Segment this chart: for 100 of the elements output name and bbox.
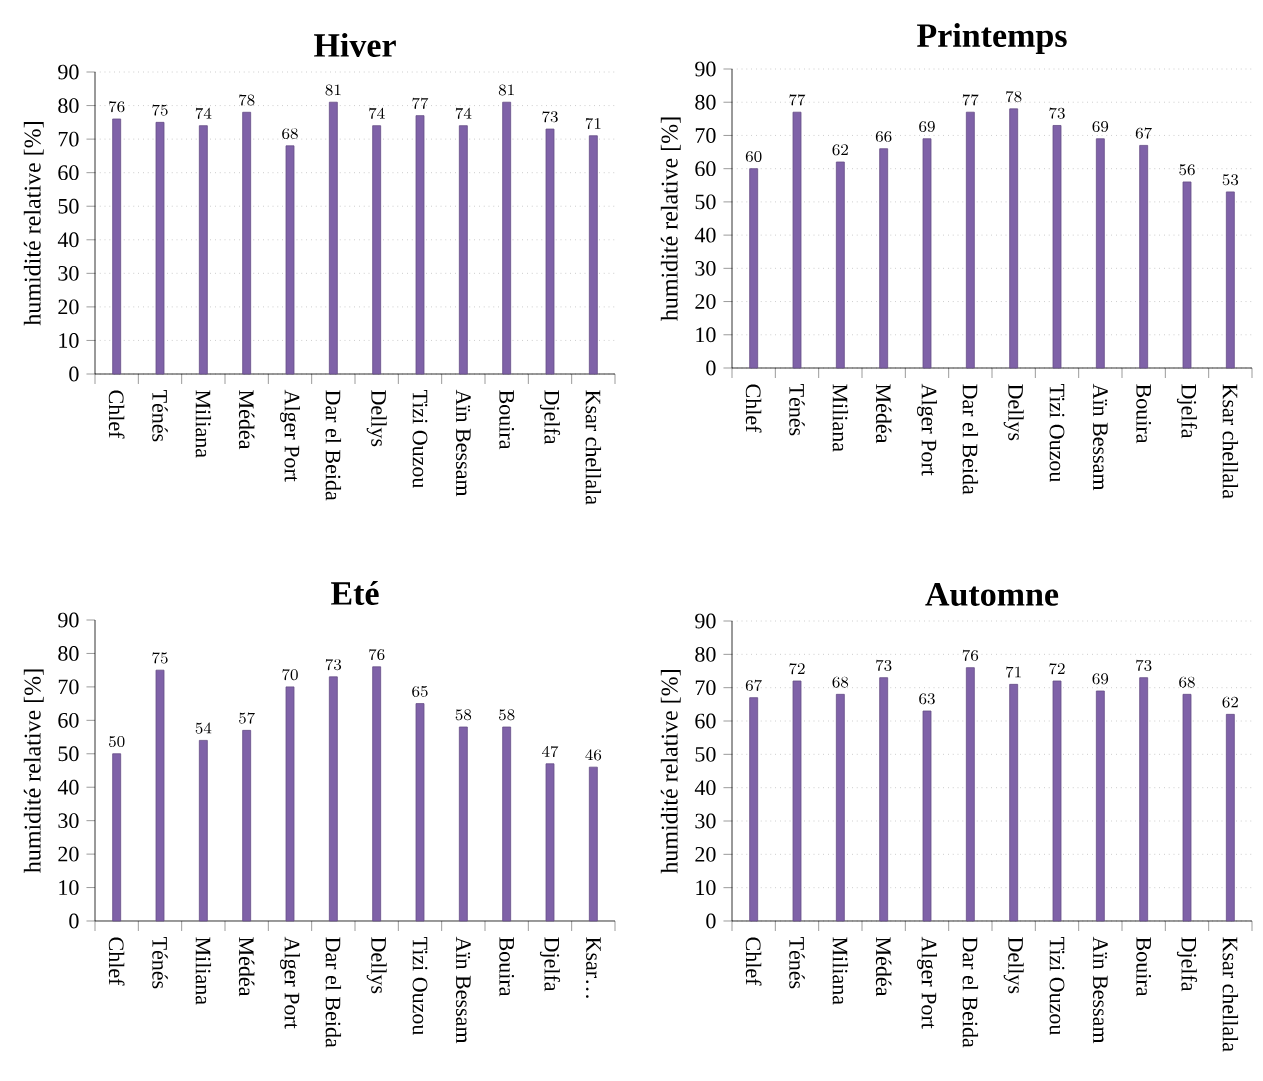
bar <box>415 115 425 375</box>
x-tick-label: Ténés <box>152 390 168 442</box>
bar <box>835 693 845 922</box>
y-tick-label: 50 <box>58 198 79 214</box>
y-axis-title: humidité relative [%] <box>23 122 44 326</box>
bar <box>1009 108 1019 369</box>
y-tick-label: 90 <box>58 64 79 80</box>
x-tick-label: Ksar chellala <box>585 390 602 505</box>
data-label: 71 <box>585 117 601 130</box>
data-label: 74 <box>369 107 385 119</box>
bar <box>502 101 512 375</box>
y-tick-label: 20 <box>695 846 716 862</box>
x-tick-label: Bouira <box>499 937 515 997</box>
bar <box>242 111 252 375</box>
y-axis-title: humidité relative [%] <box>660 117 681 321</box>
bar <box>545 763 555 922</box>
y-tick-label: 40 <box>694 780 716 796</box>
data-label: 62 <box>1222 696 1238 708</box>
x-tick-label: Chlef <box>108 937 125 986</box>
chart-title: Hiver <box>314 33 396 57</box>
y-tick-label: 90 <box>695 61 716 77</box>
bar <box>458 125 468 375</box>
data-label: 57 <box>239 712 255 724</box>
y-tick-label: 0 <box>706 360 716 376</box>
y-tick-label: 30 <box>695 260 716 276</box>
x-tick-label: Dellys <box>366 937 387 994</box>
y-tick-label: 80 <box>695 94 716 110</box>
data-label: 75 <box>152 652 168 664</box>
y-tick-label: 70 <box>58 679 79 695</box>
y-tick-label: 10 <box>59 880 79 895</box>
bar <box>792 680 802 922</box>
chart-title: Eté <box>331 580 379 605</box>
x-tick-label: Miliana <box>195 390 212 458</box>
bar <box>415 703 425 922</box>
data-label: 50 <box>109 736 125 748</box>
data-label: 69 <box>1092 673 1109 685</box>
y-tick-label: 0 <box>69 913 79 929</box>
data-label: 73 <box>876 659 892 671</box>
bar <box>1225 713 1235 922</box>
data-label: 73 <box>1049 107 1065 119</box>
data-label: 65 <box>412 685 428 697</box>
data-label: 81 <box>325 84 341 96</box>
data-label: 67 <box>745 679 762 691</box>
y-tick-label: 70 <box>695 680 716 696</box>
bar <box>155 669 165 922</box>
x-tick-label: Miliana <box>832 384 849 452</box>
x-tick-label: Ténés <box>789 384 805 436</box>
data-label: 60 <box>745 150 762 162</box>
bar <box>965 667 975 922</box>
x-tick-label: Chlef <box>108 390 125 439</box>
bar <box>1009 683 1019 922</box>
x-tick-label: Aïn Bessam <box>1092 383 1108 491</box>
y-tick-label: 60 <box>695 161 716 177</box>
data-label: 78 <box>1006 90 1022 103</box>
x-tick-label: Tizi Ouzou <box>1049 937 1065 1036</box>
y-tick-label: 10 <box>696 327 716 343</box>
data-label: 73 <box>325 658 342 671</box>
data-label: 58 <box>499 709 515 721</box>
data-label: 69 <box>1092 121 1109 133</box>
data-label: 71 <box>1006 666 1021 678</box>
x-tick-label: Miliana <box>832 937 849 1005</box>
data-label: 78 <box>239 94 255 106</box>
x-tick-label: Dellys <box>1003 937 1024 994</box>
x-tick-label: Alger Port <box>280 936 300 1029</box>
data-label: 76 <box>369 648 385 661</box>
x-tick-label: Aïn Bessam <box>455 936 471 1044</box>
x-tick-label: Ksar… <box>585 937 601 998</box>
data-label: 77 <box>962 94 979 106</box>
bar <box>285 686 295 922</box>
x-tick-label: Djelfa <box>1176 937 1198 992</box>
x-tick-label: Dar el Beida <box>325 390 342 501</box>
data-label: 62 <box>832 144 848 156</box>
data-label: 58 <box>455 709 472 721</box>
x-tick-label: Bouira <box>499 390 515 450</box>
bar <box>112 118 122 375</box>
x-tick-label: Alger Port <box>917 936 937 1029</box>
x-tick-label: Ksar chellala <box>1222 937 1239 1052</box>
data-label: 72 <box>1049 663 1065 675</box>
bar <box>835 161 845 369</box>
x-tick-label: Djelfa <box>539 390 561 445</box>
bar <box>372 666 382 922</box>
x-tick-label: Alger Port <box>280 389 300 482</box>
y-tick-label: 70 <box>58 131 79 147</box>
x-tick-label: Ténés <box>789 937 805 989</box>
y-tick-label: 30 <box>58 265 79 281</box>
y-tick-label: 50 <box>695 194 716 210</box>
data-label: 66 <box>875 131 892 143</box>
y-tick-label: 80 <box>58 98 79 113</box>
x-tick-label: Dar el Beida <box>962 937 979 1048</box>
bar <box>879 677 889 922</box>
y-tick-label: 30 <box>695 813 716 829</box>
y-tick-label: 20 <box>58 846 79 862</box>
bar <box>1139 677 1149 922</box>
bar <box>285 145 295 375</box>
x-tick-label: Tizi Ouzou <box>1049 384 1065 483</box>
data-label: 74 <box>455 107 472 119</box>
data-label: 81 <box>498 84 514 96</box>
bar <box>458 726 468 922</box>
y-tick-label: 70 <box>695 128 716 143</box>
y-tick-label: 80 <box>695 646 716 662</box>
